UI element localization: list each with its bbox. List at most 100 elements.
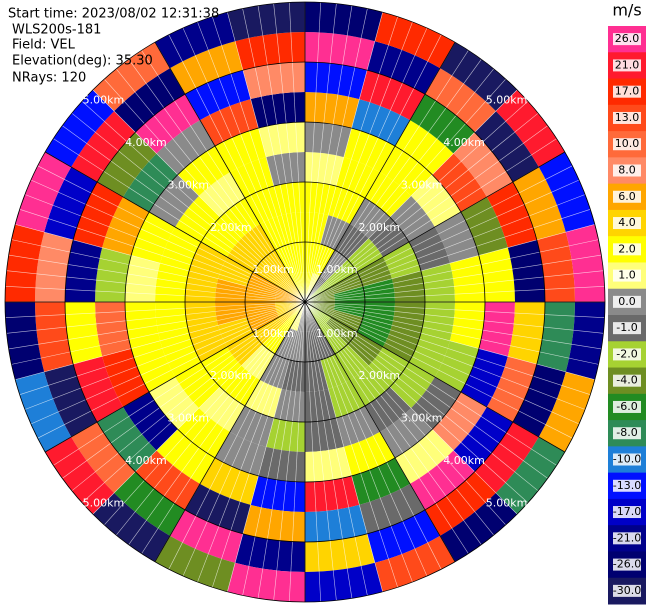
velocity-cell [185, 270, 219, 302]
ray-spoke [53, 138, 306, 303]
velocity-cell [215, 431, 267, 476]
ray-spoke [242, 301, 306, 596]
ray-spoke [115, 68, 306, 303]
range-ring [124, 121, 486, 483]
ray-spoke [53, 301, 306, 466]
velocity-cell [131, 340, 176, 392]
ray-spoke [288, 2, 306, 303]
ray-spoke [304, 21, 413, 303]
velocity-cell [227, 2, 305, 42]
velocity-cell [425, 471, 496, 536]
velocity-cell [114, 471, 185, 536]
ray-spoke [273, 3, 306, 303]
ray-spoke [304, 179, 580, 303]
velocity-cell [380, 408, 433, 458]
ring-label: 5.00km [83, 497, 125, 510]
ray-spoke [62, 301, 306, 479]
ring-label: 5.00km [486, 497, 528, 510]
info-line: WLS200s-181 [12, 23, 101, 38]
colorbar-label-bg [613, 138, 641, 151]
info-line: Start time: 2023/08/02 12:31:38 [8, 7, 219, 22]
velocity-cell [453, 407, 513, 472]
velocity-cell [200, 99, 259, 147]
velocity-cell [230, 157, 274, 199]
ray-spoke [11, 301, 306, 365]
velocity-cell [411, 174, 461, 227]
velocity-cell [305, 446, 352, 482]
colorbar-label-bg [613, 217, 641, 230]
ray-spoke [304, 301, 413, 583]
ray-spoke [304, 301, 383, 592]
ray-spoke [304, 165, 573, 303]
velocity-cell [507, 302, 545, 365]
velocity-cell [250, 475, 305, 512]
velocity-cell [474, 111, 539, 182]
velocity-cell [351, 457, 410, 505]
info-line: Field: VEL [12, 38, 76, 53]
velocity-cell [250, 92, 305, 129]
ray-spoke [304, 239, 599, 303]
velocity-cell [380, 146, 433, 196]
velocity-cell [92, 492, 170, 562]
velocity-cell [368, 217, 409, 257]
velocity-cell [368, 347, 409, 387]
velocity-cell [391, 270, 425, 302]
ray-spoke [304, 112, 539, 303]
velocity-cell [425, 68, 496, 133]
axis-line [154, 41, 456, 563]
info-block: Start time: 2023/08/02 12:31:38 WLS200s-… [8, 7, 219, 86]
ray-spoke [304, 301, 548, 479]
colorbar-label-bg [613, 348, 641, 361]
ring-label: 4.00km [125, 136, 167, 149]
velocity-cell [245, 379, 282, 418]
colorbar-label-bg [613, 295, 641, 308]
ring-label: 2.00km [210, 221, 252, 234]
velocity-cell [449, 302, 485, 349]
colorbar-label-bg [613, 532, 641, 545]
velocity-cell [235, 533, 305, 572]
velocity-cell [565, 224, 605, 302]
colorbar-tick-label: 21.0 [615, 58, 640, 71]
colorbar-tick-label: 1.0 [618, 269, 636, 282]
velocity-cell [185, 483, 251, 534]
ring-label: 3.00km [401, 412, 443, 425]
ray-spoke [128, 301, 306, 545]
info-line: Elevation(deg): 35.30 [12, 54, 153, 69]
velocity-cell [336, 157, 380, 199]
ray-spoke [304, 301, 322, 602]
velocity-cell [335, 344, 369, 380]
velocity-cell [242, 62, 305, 100]
ray-spoke [11, 239, 306, 303]
ray-spoke [71, 112, 306, 303]
velocity-cell [95, 302, 132, 357]
colorbar-label-bg [613, 111, 641, 124]
velocity-cell [71, 111, 136, 182]
velocity-cell [305, 182, 337, 216]
ring-label: 2.00km [358, 369, 400, 382]
velocity-cell [343, 431, 395, 476]
ray-spoke [19, 209, 306, 303]
ray-spoke [304, 301, 604, 334]
ring-label: 1.00km [252, 327, 294, 340]
velocity-cell [102, 348, 150, 407]
ray-spoke [304, 59, 482, 303]
ring-label: 4.00km [125, 454, 167, 467]
ray-spoke [304, 301, 398, 588]
velocity-cell [320, 215, 350, 251]
velocity-cell [227, 332, 263, 366]
velocity-cell [495, 89, 565, 167]
velocity-cell [123, 153, 178, 212]
ray-spoke [304, 301, 595, 380]
colorbar-tick-label: 26.0 [615, 32, 640, 45]
colorbar-label-bg [613, 558, 641, 571]
velocity-cell [305, 2, 383, 42]
ring-label: 1.00km [316, 327, 358, 340]
ray-spoke [304, 16, 398, 303]
velocity-cell [420, 302, 455, 341]
colorbar-label-bg [613, 584, 641, 597]
ray-spoke [141, 50, 306, 303]
velocity-cell [220, 198, 260, 239]
ray-spoke [197, 301, 306, 583]
ray-spoke [304, 101, 529, 303]
velocity-cell [245, 186, 282, 225]
